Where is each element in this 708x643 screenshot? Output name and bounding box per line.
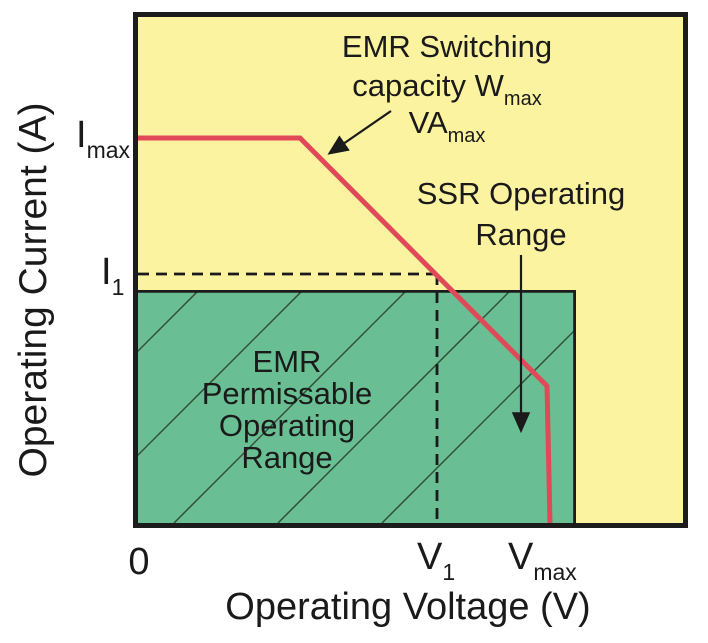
hatch-line bbox=[138, 291, 304, 457]
imax-base: I bbox=[76, 114, 87, 156]
emr-region bbox=[138, 291, 576, 523]
emr-region-label-line3: Operating bbox=[219, 408, 355, 443]
emr-switching-label-line1: EMR Switching bbox=[342, 29, 552, 64]
emr-region-label-line2: Permissable bbox=[202, 376, 373, 411]
hatch-line bbox=[277, 291, 512, 523]
hatch-line bbox=[381, 327, 576, 523]
imax-tick-label: Imax bbox=[76, 114, 131, 163]
emr-switching-arrow-icon bbox=[327, 110, 392, 155]
emr-region-label-line1: EMR bbox=[253, 344, 322, 379]
i1-tick-label: I1 bbox=[101, 251, 124, 300]
emr-region-hatch bbox=[138, 291, 576, 523]
emr-switching-label-line2: capacity Wmax bbox=[352, 68, 541, 110]
emr-region-border bbox=[138, 290, 576, 523]
emr-switching-label-line3: VAmax bbox=[409, 105, 486, 147]
emr-switching-line2-base: capacity W bbox=[352, 68, 504, 103]
v1-tick-label: V1 bbox=[417, 536, 455, 585]
emr-capacity-curve bbox=[138, 135, 553, 524]
emr-switching-line3-base: VA bbox=[409, 105, 448, 140]
y-axis-title: Operating Current (A) bbox=[12, 103, 55, 478]
i1-sub: 1 bbox=[112, 274, 125, 300]
vmax-base: V bbox=[508, 536, 534, 578]
emr-switching-line2-sub: max bbox=[504, 88, 542, 110]
vmax-tick-label: Vmax bbox=[508, 536, 577, 585]
emr-switching-line3-sub: max bbox=[448, 125, 486, 147]
ssr-range-label-line1: SSR Operating bbox=[417, 176, 626, 211]
ssr-range-label-line2: Range bbox=[475, 217, 566, 252]
hatch-line bbox=[173, 291, 408, 523]
x-axis-title: Operating Voltage (V) bbox=[225, 586, 590, 628]
imax-sub: max bbox=[87, 137, 131, 163]
vmax-sub: max bbox=[533, 559, 577, 585]
emr-region-label-line4: Range bbox=[241, 440, 332, 475]
v1-sub: 1 bbox=[442, 559, 455, 585]
origin-tick-label: 0 bbox=[128, 541, 149, 583]
v1-base: V bbox=[417, 536, 443, 578]
i1-base: I bbox=[101, 251, 112, 293]
hatch-line bbox=[138, 291, 200, 353]
